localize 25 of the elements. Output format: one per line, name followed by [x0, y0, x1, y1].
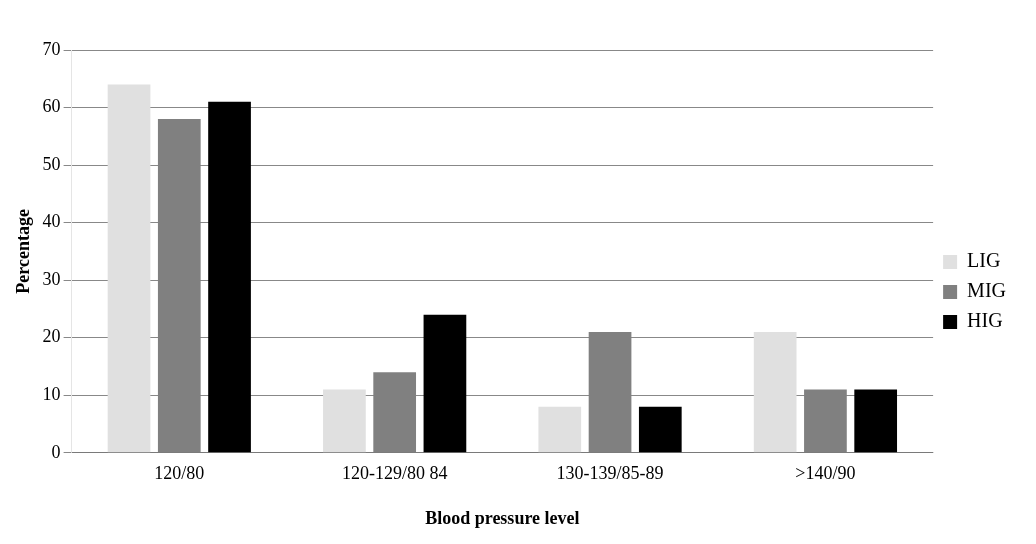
legend-label: HIG	[967, 309, 1003, 332]
y-tick-label: 60	[42, 96, 61, 117]
x-tick-label: 120-129/80 84	[341, 463, 448, 484]
y-tick-label: 20	[42, 326, 61, 347]
y-tick-label: 10	[42, 383, 61, 404]
y-tick-label: 30	[42, 268, 61, 289]
y-tick-label: 50	[42, 153, 61, 174]
x-tick-label: 130-139/85-89	[556, 463, 664, 484]
legend-label: MIG	[967, 279, 1006, 302]
bar	[107, 84, 151, 453]
y-tick-label: 70	[42, 38, 61, 59]
bar	[323, 389, 366, 453]
x-tick-label: >140/90	[795, 463, 856, 484]
bar	[423, 314, 467, 453]
y-tick-label: 40	[42, 211, 61, 232]
y-axis-title: Percentage	[13, 209, 34, 294]
bar	[638, 406, 682, 453]
bar	[538, 406, 582, 453]
x-tick-label: 120/80	[154, 463, 205, 484]
y-tick-label: 0	[51, 441, 61, 462]
bar	[208, 101, 251, 453]
bar	[753, 331, 797, 453]
bar	[854, 389, 898, 453]
legend-label: LIG	[967, 249, 1001, 272]
x-axis-title: Blood pressure level	[425, 507, 580, 528]
